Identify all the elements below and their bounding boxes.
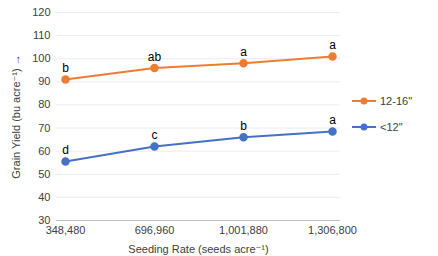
svg-text:a: a bbox=[329, 38, 336, 52]
svg-text:110: 110 bbox=[33, 29, 51, 41]
svg-text:1,306,800: 1,306,800 bbox=[308, 224, 357, 236]
html-text:<12": <12" bbox=[380, 121, 403, 133]
svg-text:b: b bbox=[240, 119, 247, 133]
svg-text:a: a bbox=[329, 113, 336, 127]
html-text:12-16": 12-16" bbox=[380, 95, 412, 107]
svg-text:348,480: 348,480 bbox=[46, 224, 86, 236]
svg-text:b: b bbox=[62, 61, 69, 75]
svg-text:120: 120 bbox=[32, 6, 50, 18]
svg-text:60: 60 bbox=[38, 145, 50, 157]
svg-text:80: 80 bbox=[38, 98, 50, 110]
svg-text:90: 90 bbox=[38, 75, 50, 87]
svg-text:696,960: 696,960 bbox=[135, 224, 175, 236]
svg-text:ab: ab bbox=[148, 50, 162, 64]
svg-text:Seeding Rate (seeds acre⁻¹): Seeding Rate (seeds acre⁻¹) bbox=[128, 243, 268, 255]
svg-text:c: c bbox=[152, 128, 158, 142]
svg-text:Grain Yield (bu acre⁻¹) →: Grain Yield (bu acre⁻¹) → bbox=[10, 54, 22, 178]
svg-text:1,001,880: 1,001,880 bbox=[219, 224, 268, 236]
svg-text:100: 100 bbox=[32, 52, 50, 64]
svg-text:50: 50 bbox=[38, 168, 50, 180]
svg-text:70: 70 bbox=[38, 122, 50, 134]
svg-text:40: 40 bbox=[38, 191, 50, 203]
svg-text:30: 30 bbox=[38, 214, 51, 226]
svg-text:a: a bbox=[240, 45, 247, 59]
svg-text:d: d bbox=[62, 143, 69, 157]
